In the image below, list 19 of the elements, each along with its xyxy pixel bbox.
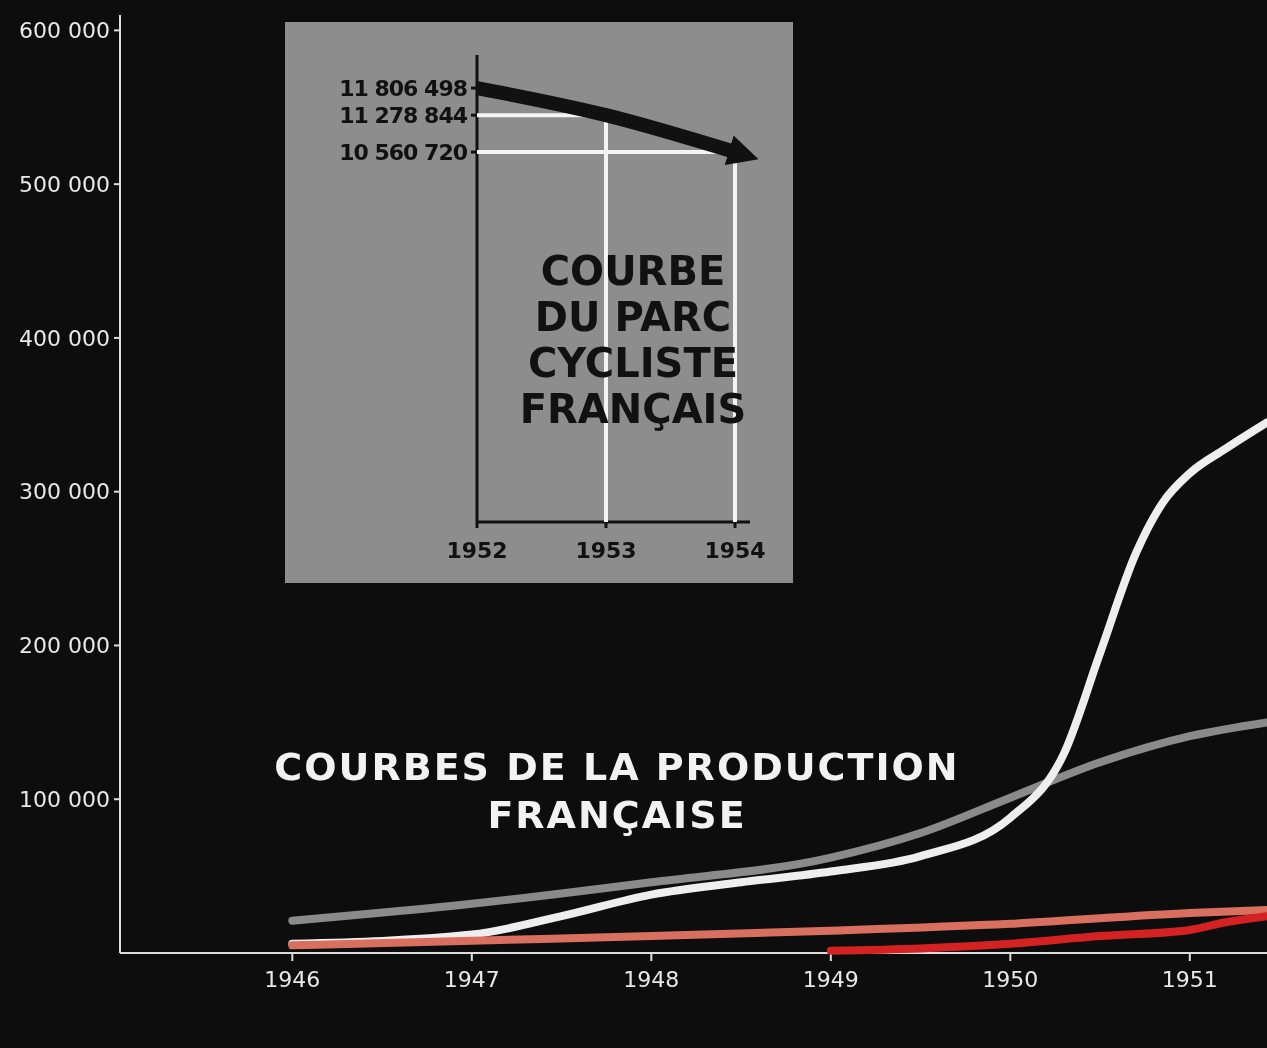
y-tick-label: 11 806 498 bbox=[339, 75, 467, 101]
x-tick-label: 1947 bbox=[443, 967, 500, 992]
y-tick-label: 200 000 bbox=[19, 633, 110, 659]
y-tick-label: 10 560 720 bbox=[339, 139, 468, 165]
y-tick-label: 300 000 bbox=[19, 479, 110, 505]
y-tick-label: 500 000 bbox=[19, 171, 110, 197]
y-tick-label: 100 000 bbox=[19, 786, 110, 812]
x-tick-label: 1953 bbox=[575, 538, 637, 563]
x-tick-label: 1946 bbox=[264, 967, 321, 992]
x-tick-label: 1951 bbox=[1161, 967, 1218, 992]
x-tick-label: 1952 bbox=[446, 538, 508, 563]
y-tick-label: 600 000 bbox=[19, 18, 110, 44]
x-tick-label: 1949 bbox=[802, 967, 859, 992]
text: COURBES DE LA PRODUCTION FRANÇAISE bbox=[274, 745, 960, 837]
x-tick-label: 1950 bbox=[982, 967, 1039, 992]
y-tick-label: 400 000 bbox=[19, 325, 110, 351]
x-tick-label: 1954 bbox=[704, 538, 766, 563]
x-tick-label: 1948 bbox=[623, 967, 680, 992]
y-tick-label: 11 278 844 bbox=[339, 102, 468, 128]
